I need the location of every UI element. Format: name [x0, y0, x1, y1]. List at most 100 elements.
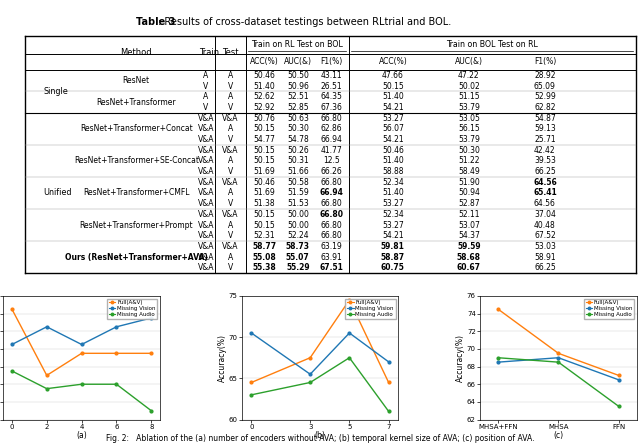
Text: Method: Method [120, 48, 152, 57]
Text: 50.94: 50.94 [458, 189, 480, 198]
Text: 52.99: 52.99 [534, 92, 556, 101]
Text: 51.66: 51.66 [287, 167, 308, 176]
Text: 53.79: 53.79 [458, 135, 480, 144]
Text: 67.36: 67.36 [321, 103, 342, 112]
Text: V&A: V&A [223, 114, 239, 123]
Text: 60.67: 60.67 [457, 263, 481, 272]
Text: 52.24: 52.24 [287, 231, 308, 240]
Text: 50.15: 50.15 [253, 210, 275, 219]
Text: A: A [228, 221, 234, 230]
Text: 55.29: 55.29 [286, 263, 310, 272]
Text: V&A: V&A [198, 167, 214, 176]
Text: 53.27: 53.27 [382, 114, 404, 123]
Text: 58.49: 58.49 [458, 167, 480, 176]
Text: V: V [228, 103, 234, 112]
Text: V: V [228, 199, 234, 208]
Text: 52.34: 52.34 [382, 178, 404, 187]
Text: V: V [204, 82, 209, 91]
Text: 62.86: 62.86 [321, 124, 342, 133]
Text: V&A: V&A [223, 210, 239, 219]
Text: 58.77: 58.77 [252, 242, 276, 251]
Text: 51.15: 51.15 [458, 92, 480, 101]
Text: 51.59: 51.59 [287, 189, 308, 198]
Text: V&A: V&A [198, 135, 214, 144]
Text: 51.40: 51.40 [253, 82, 275, 91]
Text: ResNet+Transformer+SE-Concat: ResNet+Transformer+SE-Concat [74, 156, 199, 166]
Text: 50.15: 50.15 [382, 82, 404, 91]
Text: 53.05: 53.05 [458, 114, 480, 123]
Text: 54.21: 54.21 [382, 231, 404, 240]
Text: 59.81: 59.81 [381, 242, 405, 251]
Text: 51.69: 51.69 [253, 189, 275, 198]
Text: V&A: V&A [223, 146, 239, 155]
Text: 40.48: 40.48 [534, 221, 556, 230]
Text: 50.96: 50.96 [287, 82, 308, 91]
Text: A: A [228, 253, 234, 262]
Text: A: A [228, 71, 234, 80]
Text: 50.26: 50.26 [287, 146, 308, 155]
Text: 55.38: 55.38 [252, 263, 276, 272]
Text: 47.22: 47.22 [458, 71, 480, 80]
Text: Single: Single [43, 87, 68, 96]
Text: V&A: V&A [198, 189, 214, 198]
Text: ResNet+Transformer+CMFL: ResNet+Transformer+CMFL [83, 189, 189, 198]
Text: 54.21: 54.21 [382, 103, 404, 112]
Text: V&A: V&A [198, 221, 214, 230]
Text: 50.00: 50.00 [287, 210, 308, 219]
Text: A: A [228, 124, 234, 133]
Text: 51.40: 51.40 [382, 156, 404, 166]
Text: 25.71: 25.71 [534, 135, 556, 144]
Text: 56.07: 56.07 [382, 124, 404, 133]
Text: 50.15: 50.15 [253, 156, 275, 166]
Text: V&A: V&A [198, 210, 214, 219]
Text: 63.91: 63.91 [321, 253, 342, 262]
Text: 52.51: 52.51 [287, 92, 308, 101]
Text: V&A: V&A [198, 231, 214, 240]
Text: 59.13: 59.13 [534, 124, 556, 133]
Text: 56.15: 56.15 [458, 124, 480, 133]
Text: 50.00: 50.00 [287, 221, 308, 230]
Text: 59.59: 59.59 [457, 242, 481, 251]
Text: 50.30: 50.30 [458, 146, 480, 155]
Text: A: A [228, 156, 234, 166]
Text: V&A: V&A [198, 146, 214, 155]
Text: 66.94: 66.94 [321, 135, 342, 144]
Text: 54.78: 54.78 [287, 135, 308, 144]
Text: 50.30: 50.30 [287, 124, 308, 133]
Text: Test: Test [223, 48, 239, 57]
Text: ResNet+Transformer+Concat: ResNet+Transformer+Concat [80, 124, 193, 133]
Text: V: V [204, 103, 209, 112]
Text: V&A: V&A [198, 199, 214, 208]
Text: Fig. 2:   Ablation of the (a) number of encoders without AVA; (b) temporal kerne: Fig. 2: Ablation of the (a) number of en… [106, 434, 534, 443]
Text: 12.5: 12.5 [323, 156, 340, 166]
Text: 55.07: 55.07 [286, 253, 310, 262]
X-axis label: (a): (a) [76, 431, 87, 440]
Text: 58.88: 58.88 [382, 167, 404, 176]
Text: 66.26: 66.26 [321, 167, 342, 176]
Text: 50.46: 50.46 [382, 146, 404, 155]
Text: ResNet+Transformer+Prompt: ResNet+Transformer+Prompt [79, 221, 193, 230]
Text: AUC(&): AUC(&) [284, 57, 312, 66]
Text: 66.80: 66.80 [321, 221, 342, 230]
Text: ACC(%): ACC(%) [378, 57, 407, 66]
Text: 53.79: 53.79 [458, 103, 480, 112]
Text: 63.19: 63.19 [321, 242, 342, 251]
Text: ACC(%): ACC(%) [250, 57, 278, 66]
Text: 67.52: 67.52 [534, 231, 556, 240]
Text: 60.75: 60.75 [381, 263, 405, 272]
Text: A: A [228, 189, 234, 198]
Text: : Results of cross-dataset testings between RLtrial and BOL.: : Results of cross-dataset testings betw… [159, 16, 452, 27]
Text: 50.31: 50.31 [287, 156, 308, 166]
Text: 50.15: 50.15 [253, 124, 275, 133]
Text: Unified: Unified [43, 189, 72, 198]
Text: V: V [228, 135, 234, 144]
Text: 47.66: 47.66 [382, 71, 404, 80]
Text: V: V [228, 231, 234, 240]
Y-axis label: Accuracy(%): Accuracy(%) [456, 334, 465, 382]
Text: 51.69: 51.69 [253, 167, 275, 176]
Text: F1(%): F1(%) [320, 57, 342, 66]
Text: V&A: V&A [198, 178, 214, 187]
Text: V&A: V&A [198, 242, 214, 251]
Text: 66.80: 66.80 [321, 114, 342, 123]
Text: 50.15: 50.15 [253, 221, 275, 230]
